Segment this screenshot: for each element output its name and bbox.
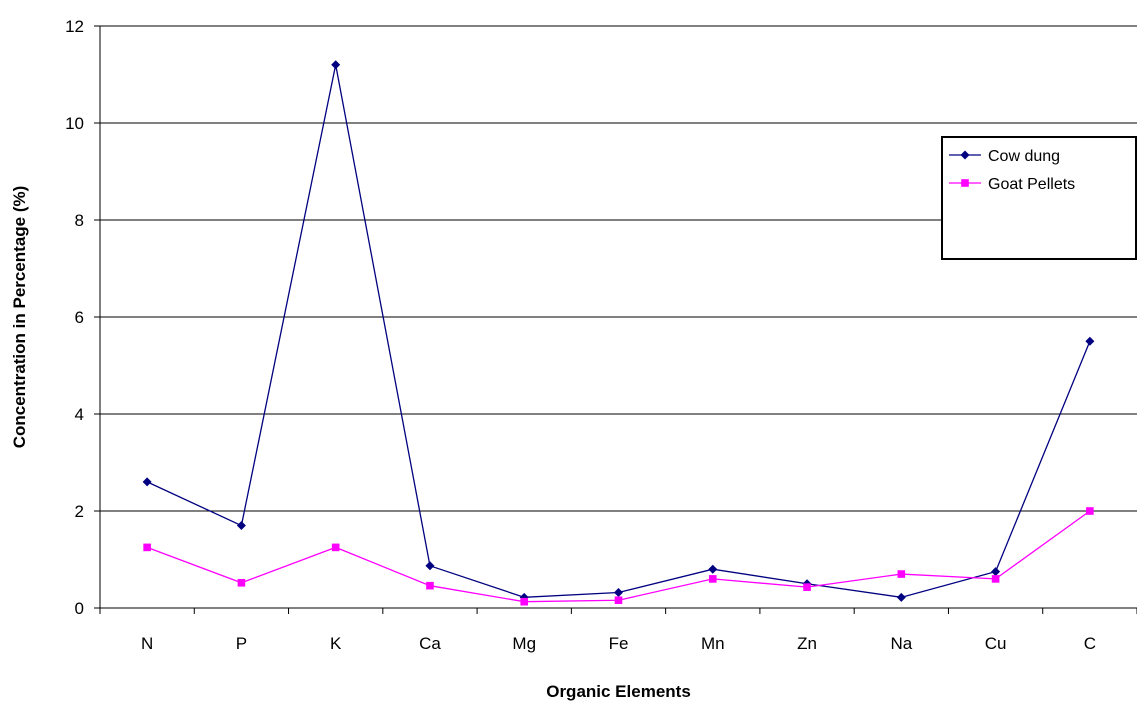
y-tick-labels: 0 2 4 6 8 10 12: [65, 17, 84, 618]
axes: [94, 25, 1137, 614]
data-point: [142, 477, 152, 487]
legend-label: Goat Pellets: [988, 176, 1075, 193]
y-axis-title: Concentration in Percentage (%): [10, 186, 29, 449]
x-tick-labels: N P K Ca Mg Fe Mn Zn Na Cu C: [141, 634, 1096, 653]
x-axis-title: Organic Elements: [546, 682, 691, 701]
x-tick-label: K: [330, 634, 342, 653]
legend-box: [941, 136, 1137, 260]
x-tick-label: Mn: [701, 634, 725, 653]
data-point: [614, 596, 623, 605]
x-tick-label: Mg: [512, 634, 536, 653]
data-point: [803, 583, 811, 591]
y-tick-label: 6: [75, 308, 84, 327]
y-tick-label: 8: [75, 211, 84, 230]
series-layer: [142, 60, 1095, 606]
data-point: [520, 597, 529, 606]
x-tick-label: Cu: [985, 634, 1007, 653]
series-1: [143, 507, 1094, 606]
legend-marker: [961, 179, 969, 187]
legend-marker: [960, 150, 970, 160]
data-point: [331, 543, 340, 552]
x-tick-label: P: [236, 634, 247, 653]
grid-lines: [100, 25, 1137, 512]
data-point: [143, 543, 151, 552]
x-tick-label: Ca: [419, 634, 441, 653]
data-point: [708, 575, 717, 583]
y-tick-label: 10: [65, 114, 84, 133]
data-point: [1085, 336, 1095, 346]
data-point: [708, 564, 718, 574]
data-point: [1086, 507, 1094, 515]
data-point: [991, 575, 1000, 583]
data-point: [896, 592, 906, 602]
data-point: [897, 570, 906, 578]
x-tick-label: Fe: [609, 634, 629, 653]
data-point: [331, 60, 341, 70]
data-point: [237, 578, 246, 587]
x-tick-label: Na: [890, 634, 912, 653]
data-point: [426, 581, 434, 590]
data-point: [236, 521, 246, 531]
data-point: [614, 587, 623, 597]
y-tick-label: 2: [75, 502, 84, 521]
x-tick-label: N: [141, 634, 153, 653]
y-tick-label: 12: [65, 17, 84, 36]
y-tick-label: 0: [75, 599, 84, 618]
series-0: [142, 60, 1095, 602]
x-tick-label: C: [1084, 634, 1096, 653]
x-tick-label: Zn: [797, 634, 817, 653]
legend: Cow dung Goat Pellets: [941, 136, 1137, 260]
y-tick-label: 4: [75, 405, 84, 424]
data-point: [991, 567, 1001, 577]
data-point: [425, 561, 435, 571]
legend-label: Cow dung: [988, 148, 1060, 165]
